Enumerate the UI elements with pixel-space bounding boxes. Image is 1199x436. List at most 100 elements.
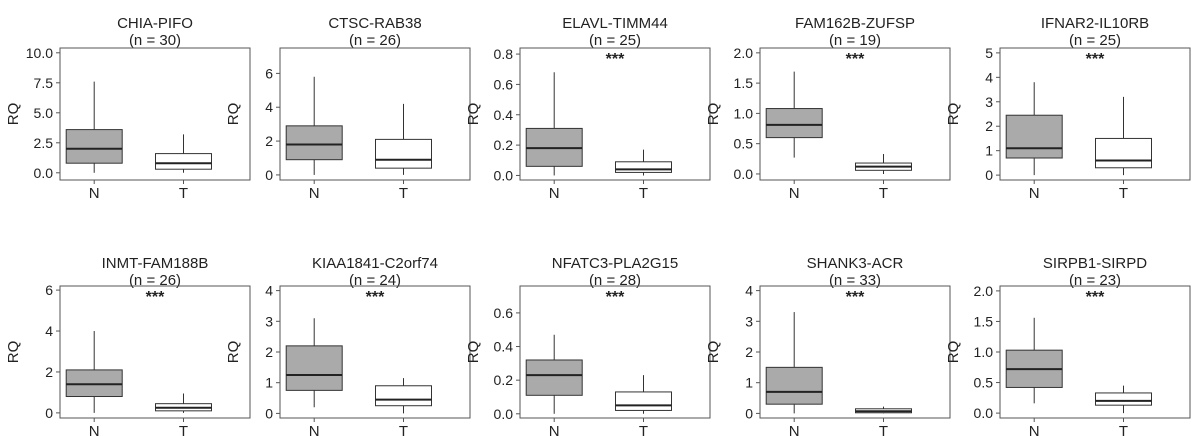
plot-area-frame [759, 47, 951, 181]
y-tick-label: 3 [265, 313, 273, 329]
significance-marker: *** [846, 51, 865, 68]
y-axis-label: RQ [705, 103, 722, 126]
y-tick-label: 2.0 [974, 283, 994, 299]
y-axis-label: RQ [945, 341, 962, 364]
panel-kiaa1841-c2orf74: KIAA1841-C2orf74(n = 24) 0 1 2 3 4 RQ N T *** [225, 255, 471, 436]
box-iqr [615, 391, 672, 411]
significance-marker: *** [846, 289, 865, 306]
box-iqr [375, 385, 432, 407]
box-T: T [615, 149, 672, 202]
significance-marker: *** [1086, 289, 1105, 306]
plot-area-frame [59, 47, 251, 181]
panel-title: SHANK3-ACR [807, 255, 904, 272]
y-tick-label: 0.0 [734, 166, 754, 182]
panel-subtitle: (n = 19) [829, 32, 881, 49]
y-tick-label: 2 [745, 344, 753, 360]
y-tick-label: 1.0 [734, 105, 754, 121]
panel-title: INMT-FAM188B [102, 255, 209, 272]
y-axis-label: RQ [5, 341, 22, 364]
y-axis-label: RQ [705, 341, 722, 364]
y-tick-label: 0 [985, 167, 993, 183]
box-N: N [1005, 82, 1063, 202]
panel-title: FAM162B-ZUFSP [795, 15, 915, 32]
panel-title: NFATC3-PLA2G15 [552, 255, 678, 272]
y-tick-label: 0 [265, 167, 273, 183]
box-T: T [375, 378, 432, 436]
box-N: N [525, 334, 583, 436]
y-tick-label: 0.8 [494, 46, 514, 62]
y-tick-label: 0 [265, 405, 273, 421]
box-N: N [1005, 317, 1063, 436]
y-tick-label: 4 [985, 69, 993, 85]
y-tick-label: 4 [45, 323, 53, 339]
y-tick-label: 0.6 [494, 76, 514, 92]
y-tick-label: 1.5 [974, 313, 994, 329]
significance-marker: *** [606, 51, 625, 68]
y-tick-label: 0.0 [974, 405, 994, 421]
y-tick-label: 2 [45, 364, 53, 380]
y-tick-label: 1 [985, 143, 993, 159]
panel-sirpb1-sirpd: SIRPB1-SIRPD(n = 23) 0.0 0.5 1.0 1.5 2.0 RQ N T *… [945, 255, 1191, 436]
y-tick-label: 0.0 [494, 167, 514, 183]
y-tick-label: 0 [45, 405, 53, 421]
panel-fam162b-zufsp: FAM162B-ZUFSP(n = 19) 0.0 0.5 1.0 1.5 2.0 RQ N T… [705, 15, 951, 202]
box-N: N [285, 76, 343, 202]
box-iqr [65, 129, 123, 164]
plot-area-frame [519, 47, 711, 181]
x-tick-label: T [399, 423, 408, 436]
box-N: N [525, 72, 583, 202]
x-tick-label: T [879, 185, 888, 202]
y-tick-label: 4 [745, 283, 753, 299]
y-tick-label: 6 [265, 65, 273, 81]
plot-area-frame [519, 285, 711, 419]
y-tick-label: 3 [745, 313, 753, 329]
box-iqr [1005, 114, 1063, 159]
y-axis-label: RQ [225, 103, 242, 126]
y-tick-label: 0.0 [494, 406, 514, 422]
box-T: T [615, 375, 672, 436]
box-iqr [615, 161, 672, 173]
y-tick-label: 7.5 [34, 75, 54, 91]
y-tick-label: 2 [265, 344, 273, 360]
significance-marker: *** [1086, 51, 1105, 68]
y-axis-label: RQ [465, 103, 482, 126]
x-tick-label: N [549, 423, 560, 436]
panel-elavl-timm44: ELAVL-TIMM44(n = 25) 0.0 0.2 0.4 0.6 0.8 RQ N T *… [465, 15, 711, 202]
y-tick-label: 0.5 [974, 375, 994, 391]
panel-subtitle: (n = 30) [129, 32, 181, 49]
x-tick-label: N [549, 185, 560, 202]
box-iqr [1095, 392, 1152, 406]
y-tick-label: 10.0 [26, 45, 53, 61]
y-tick-label: 0.0 [34, 165, 54, 181]
x-tick-label: N [89, 185, 100, 202]
box-iqr [65, 369, 123, 398]
panel-subtitle: (n = 26) [349, 32, 401, 49]
panel-chia-pifo: CHIA-PIFO(n = 30) 0.0 2.5 5.0 7.5 10.0 RQ N T [5, 15, 251, 202]
y-tick-label: 6 [45, 282, 53, 298]
box-T: T [155, 393, 212, 436]
box-T: T [1095, 96, 1152, 202]
x-tick-label: T [179, 185, 188, 202]
panel-shank3-acr: SHANK3-ACR(n = 33) 0 1 2 3 4 RQ N T *** [705, 255, 951, 436]
box-T: T [1095, 385, 1152, 436]
x-tick-label: T [179, 423, 188, 436]
y-tick-label: 5.0 [34, 105, 54, 121]
x-tick-label: T [639, 423, 648, 436]
box-iqr [525, 359, 583, 396]
plot-area-frame [59, 285, 251, 419]
y-tick-label: 0.5 [734, 136, 754, 152]
y-tick-label: 1 [265, 375, 273, 391]
panel-subtitle: (n = 25) [589, 32, 641, 49]
y-axis-label: RQ [225, 341, 242, 364]
x-tick-label: T [1119, 185, 1128, 202]
box-N: N [65, 81, 123, 202]
y-tick-label: 0.2 [494, 137, 514, 153]
y-tick-label: 2.0 [734, 45, 754, 61]
plot-area-frame [999, 47, 1191, 181]
panel-subtitle: (n = 25) [1069, 32, 1121, 49]
x-tick-label: T [399, 185, 408, 202]
plot-area-frame [279, 47, 471, 181]
box-T: T [855, 406, 912, 436]
panel-ctsc-rab38: CTSC-RAB38(n = 26) 0 2 4 6 RQ N T [225, 15, 471, 202]
y-axis-label: RQ [465, 341, 482, 364]
